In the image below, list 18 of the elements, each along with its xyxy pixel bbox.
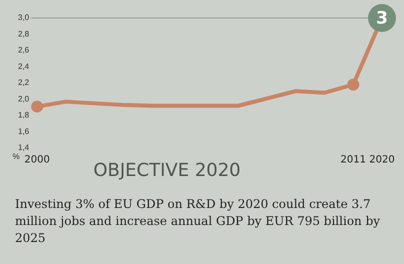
y-tick-label: 1,4: [18, 143, 30, 152]
x-tick-label: 2020: [369, 154, 395, 166]
y-tick-label: 2,4: [18, 62, 30, 71]
x-tick-label: 2000: [24, 154, 50, 166]
y-tick-label: 3,0: [18, 13, 30, 22]
y-tick-label: 2,8: [18, 29, 30, 38]
text: 3: [376, 8, 388, 28]
x-tick-label: 2011: [340, 154, 366, 166]
text: OBJECTIVE 2020: [93, 160, 241, 181]
point: [347, 78, 360, 91]
point: [31, 100, 44, 113]
y-tick-label: 2,2: [18, 78, 30, 88]
y-tick-label: 1,6: [18, 126, 30, 136]
y-tick-label: 2,6: [18, 46, 30, 55]
y-tick-label: 1,8: [18, 110, 30, 120]
text: Investing 3% of EU GDP on R&D by 2020 could create 3.7 million jobs and increase annual GDP by EUR 795 billion by 2025: [15, 196, 382, 247]
y-axis-title: %: [12, 152, 20, 161]
y-tick-label: 2,0: [18, 94, 30, 104]
